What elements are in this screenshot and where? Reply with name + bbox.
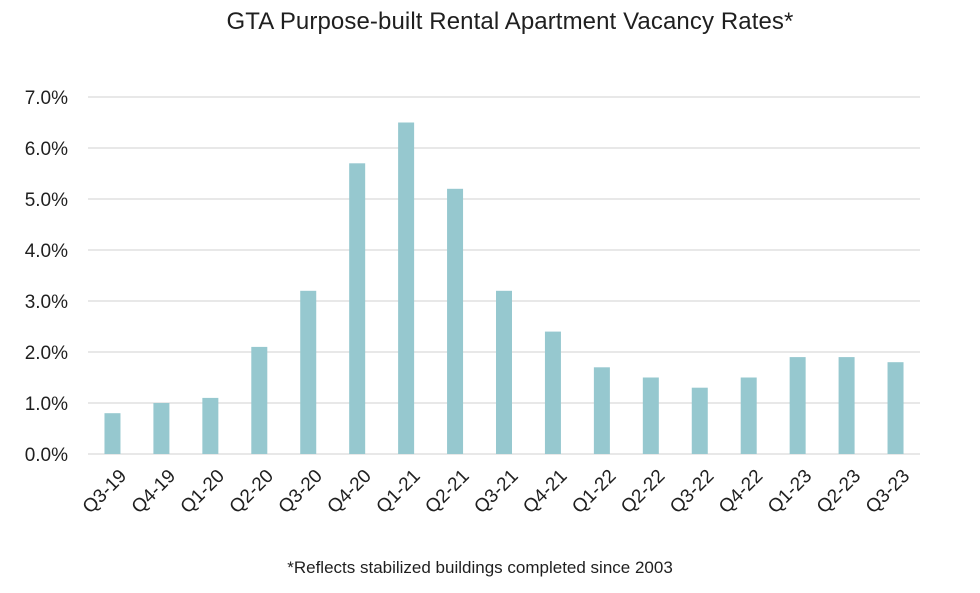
- y-tick-label: 1.0%: [25, 394, 68, 415]
- y-tick-label: 6.0%: [25, 139, 68, 160]
- x-axis-ticks: Q3-19Q4-19Q1-20Q2-20Q3-20Q4-20Q1-21Q2-21…: [79, 466, 914, 518]
- y-tick-label: 2.0%: [25, 343, 68, 364]
- x-tick-label: Q2-21: [421, 466, 473, 518]
- bar-q4-21: [544, 331, 561, 454]
- bar-q3-23: [887, 362, 904, 454]
- x-tick-label: Q3-20: [275, 466, 327, 518]
- x-tick-label: Q3-23: [862, 466, 914, 518]
- x-tick-label: Q3-22: [666, 466, 718, 518]
- x-tick-label: Q2-22: [617, 466, 669, 518]
- chart-title: GTA Purpose-built Rental Apartment Vacan…: [226, 8, 794, 35]
- bar-q4-22: [740, 377, 757, 454]
- bars: [104, 122, 904, 455]
- bar-q2-22: [642, 377, 659, 454]
- bar-q2-20: [251, 346, 268, 454]
- x-tick-label: Q4-21: [519, 466, 571, 518]
- x-tick-label: Q3-21: [470, 466, 522, 518]
- y-tick-label: 3.0%: [25, 292, 68, 313]
- y-tick-label: 0.0%: [25, 445, 68, 466]
- x-tick-label: Q1-21: [373, 466, 425, 518]
- bar-q4-19: [153, 403, 170, 454]
- bar-q2-21: [447, 188, 464, 455]
- x-tick-label: Q1-23: [764, 466, 816, 518]
- x-tick-label: Q1-22: [568, 466, 620, 518]
- x-tick-label: Q4-20: [324, 466, 376, 518]
- bar-q3-22: [691, 387, 708, 454]
- bar-q3-19: [104, 413, 121, 454]
- chart-footnote: *Reflects stabilized buildings completed…: [287, 558, 673, 577]
- x-tick-label: Q3-19: [79, 466, 131, 518]
- y-axis-ticks: 0.0% 1.0% 2.0% 3.0% 4.0% 5.0% 6.0% 7.0%: [25, 88, 68, 466]
- x-tick-label: Q2-23: [813, 466, 865, 518]
- y-tick-label: 5.0%: [25, 190, 68, 211]
- bar-q1-23: [789, 357, 806, 454]
- bar-q1-22: [593, 367, 610, 454]
- bar-q1-20: [202, 397, 219, 454]
- x-tick-label: Q4-22: [715, 466, 767, 518]
- x-tick-label: Q1-20: [177, 466, 229, 518]
- bar-q3-21: [496, 290, 512, 454]
- x-tick-label: Q4-19: [128, 466, 180, 518]
- y-tick-label: 7.0%: [25, 88, 68, 109]
- bar-q4-20: [349, 163, 366, 455]
- x-tick-label: Q2-20: [226, 466, 278, 518]
- y-tick-label: 4.0%: [25, 241, 68, 262]
- bar-q1-21: [398, 122, 415, 454]
- bar-q3-20: [300, 290, 317, 454]
- bar-q2-23: [838, 357, 855, 454]
